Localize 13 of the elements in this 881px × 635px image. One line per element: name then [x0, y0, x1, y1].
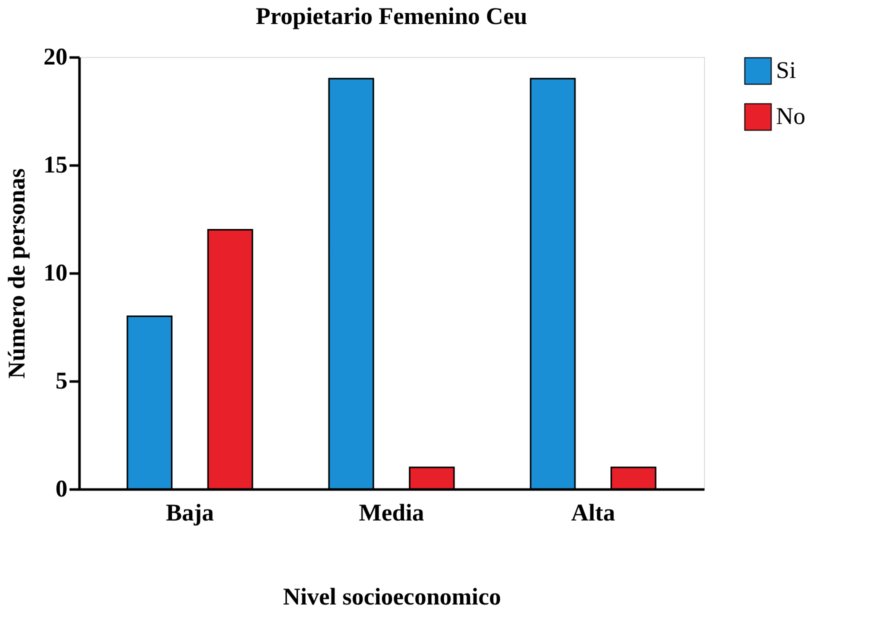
x-axis-title: Nivel socioeconomico — [283, 584, 501, 610]
legend-label: Si — [776, 58, 796, 84]
y-tick-label: 5 — [56, 368, 68, 394]
y-tick-label: 10 — [44, 260, 68, 286]
y-tick-label: 0 — [56, 476, 68, 502]
y-axis-title: Número de personas — [4, 168, 30, 379]
y-tick-label: 15 — [44, 152, 68, 178]
y-tick-label: 20 — [44, 44, 68, 70]
x-tick-label: Media — [358, 500, 424, 526]
x-tick-label: Alta — [571, 500, 616, 526]
legend-label: No — [776, 104, 806, 130]
chart-title: Propietario Femenino Ceu — [256, 4, 528, 30]
x-tick-label: Baja — [166, 500, 214, 526]
